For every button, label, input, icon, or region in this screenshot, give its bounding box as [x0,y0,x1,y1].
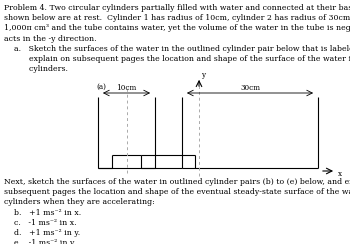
Text: cylinders when they are accelerating:: cylinders when they are accelerating: [4,198,155,206]
Text: 1,000π cm³ and the tube contains water, yet the volume of the water in the tube : 1,000π cm³ and the tube contains water, … [4,24,350,32]
Text: shown below are at rest.  Cylinder 1 has radius of 10cm, cylinder 2 has radius o: shown below are at rest. Cylinder 1 has … [4,14,350,22]
Text: c.   -1 ms⁻² in x.: c. -1 ms⁻² in x. [4,219,77,227]
Text: explain on subsequent pages the location and shape of the surface of the water i: explain on subsequent pages the location… [4,55,350,63]
Text: subsequent pages the location and shape of the eventual steady-state surface of : subsequent pages the location and shape … [4,188,350,196]
Text: acts in the -y direction.: acts in the -y direction. [4,35,97,43]
Text: 30cm: 30cm [240,84,260,92]
Text: a.   Sketch the surfaces of the water in the outlined cylinder pair below that i: a. Sketch the surfaces of the water in t… [4,45,350,53]
Text: b.   +1 ms⁻² in x.: b. +1 ms⁻² in x. [4,209,81,217]
Text: d.   +1 ms⁻² in y.: d. +1 ms⁻² in y. [4,229,80,237]
Text: 10cm: 10cm [116,84,136,92]
Text: cylinders.: cylinders. [4,65,68,73]
Text: e.   -1 ms⁻² in y.: e. -1 ms⁻² in y. [4,239,76,244]
Text: Next, sketch the surfaces of the water in outlined cylinder pairs (b) to (e) bel: Next, sketch the surfaces of the water i… [4,178,350,186]
Text: y: y [201,71,205,79]
Text: (a): (a) [96,83,106,91]
Text: Problem 4. Two circular cylinders partially filled with water and connected at t: Problem 4. Two circular cylinders partia… [4,4,350,12]
Text: x: x [338,170,342,178]
